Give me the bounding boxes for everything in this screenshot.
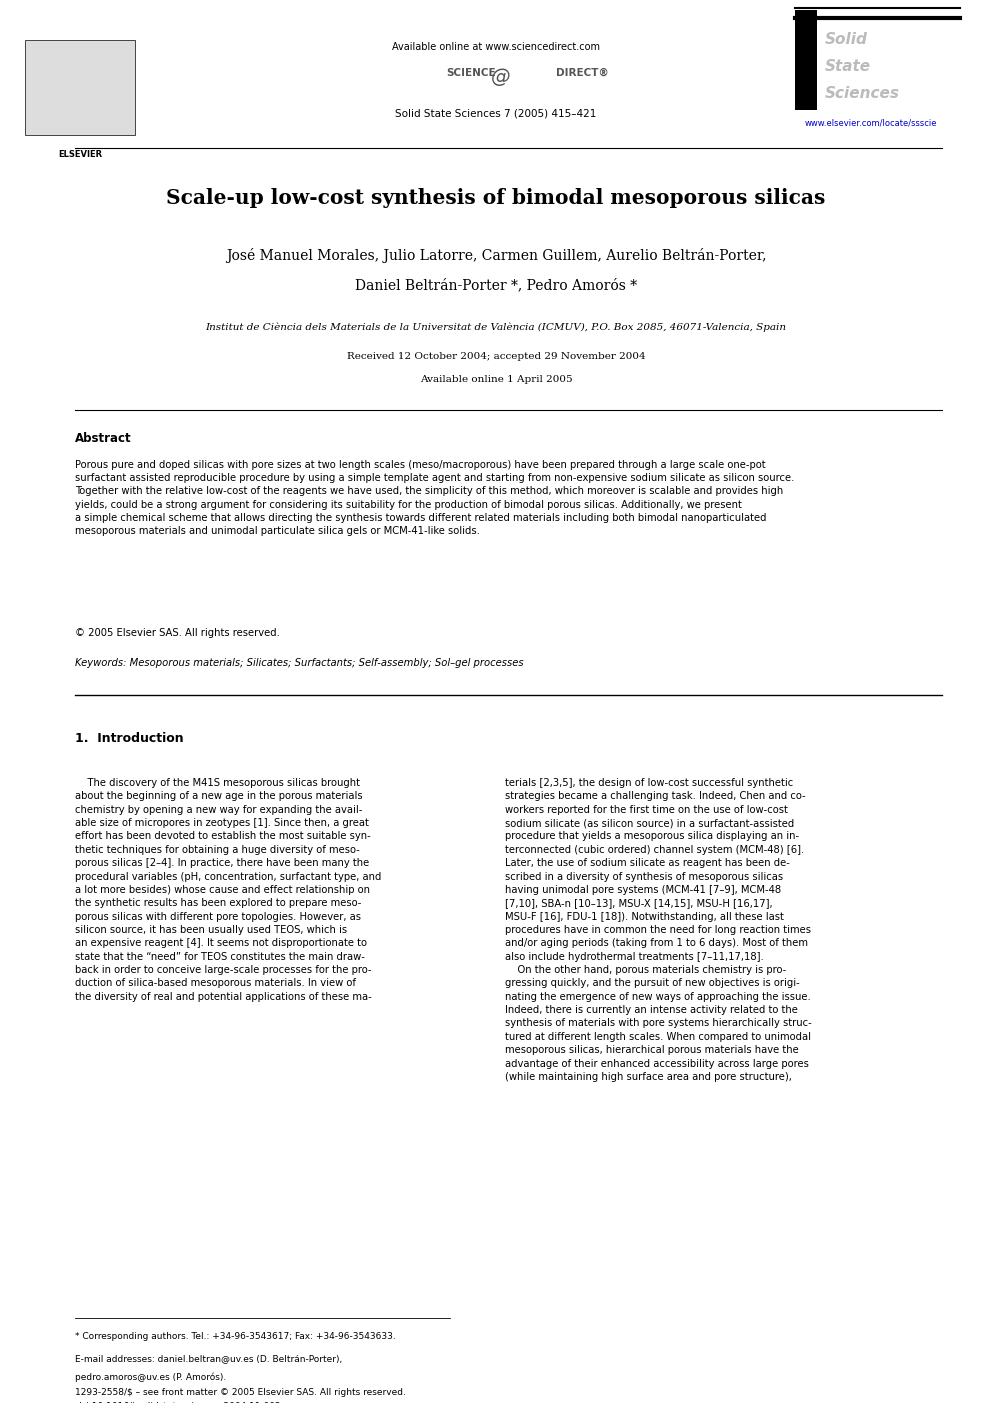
Text: Available online at www.sciencedirect.com: Available online at www.sciencedirect.co…	[392, 42, 600, 52]
Text: terials [2,3,5], the design of low-cost successful synthetic
strategies became a: terials [2,3,5], the design of low-cost …	[505, 779, 811, 1082]
Text: ELSEVIER: ELSEVIER	[58, 150, 102, 159]
Bar	[25, 41, 135, 135]
Text: The discovery of the M41S mesoporous silicas brought
about the beginning of a ne: The discovery of the M41S mesoporous sil…	[75, 779, 381, 1002]
Text: Solid State Sciences 7 (2005) 415–421: Solid State Sciences 7 (2005) 415–421	[396, 108, 596, 118]
Text: Received 12 October 2004; accepted 29 November 2004: Received 12 October 2004; accepted 29 No…	[346, 352, 646, 361]
Text: Solid: Solid	[825, 32, 868, 46]
Text: * Corresponding authors. Tel.: +34-96-3543617; Fax: +34-96-3543633.: * Corresponding authors. Tel.: +34-96-35…	[75, 1331, 396, 1341]
Text: E-mail addresses: daniel.beltran@uv.es (D. Beltrán-Porter),: E-mail addresses: daniel.beltran@uv.es (…	[75, 1354, 342, 1362]
Text: 1293-2558/$ – see front matter © 2005 Elsevier SAS. All rights reserved.: 1293-2558/$ – see front matter © 2005 El…	[75, 1388, 406, 1397]
Text: Porous pure and doped silicas with pore sizes at two length scales (meso/macropo: Porous pure and doped silicas with pore …	[75, 460, 795, 536]
Text: State: State	[825, 59, 871, 74]
Text: SCIENCE: SCIENCE	[446, 67, 496, 79]
Text: Sciences: Sciences	[825, 86, 900, 101]
Text: www.elsevier.com/locate/ssscie: www.elsevier.com/locate/ssscie	[805, 118, 937, 128]
Text: pedro.amoros@uv.es (P. Amorós).: pedro.amoros@uv.es (P. Amorós).	[75, 1372, 226, 1382]
Bar	[795, 10, 817, 109]
Text: Keywords: Mesoporous materials; Silicates; Surfactants; Self-assembly; Sol–gel p: Keywords: Mesoporous materials; Silicate…	[75, 658, 524, 668]
Text: José Manuel Morales, Julio Latorre, Carmen Guillem, Aurelio Beltrán-Porter,: José Manuel Morales, Julio Latorre, Carm…	[226, 248, 766, 262]
Text: DIRECT®: DIRECT®	[556, 67, 609, 79]
Text: @: @	[491, 67, 511, 87]
Text: Daniel Beltrán-Porter *, Pedro Amorós *: Daniel Beltrán-Porter *, Pedro Amorós *	[355, 278, 637, 292]
Text: Abstract: Abstract	[75, 432, 132, 445]
Text: © 2005 Elsevier SAS. All rights reserved.: © 2005 Elsevier SAS. All rights reserved…	[75, 629, 280, 638]
Text: Institut de Ciència dels Materials de la Universitat de València (ICMUV), P.O. B: Institut de Ciència dels Materials de la…	[205, 323, 787, 331]
Text: 1.  Introduction: 1. Introduction	[75, 732, 184, 745]
Text: Available online 1 April 2005: Available online 1 April 2005	[420, 375, 572, 384]
Text: Scale-up low-cost synthesis of bimodal mesoporous silicas: Scale-up low-cost synthesis of bimodal m…	[167, 188, 825, 208]
